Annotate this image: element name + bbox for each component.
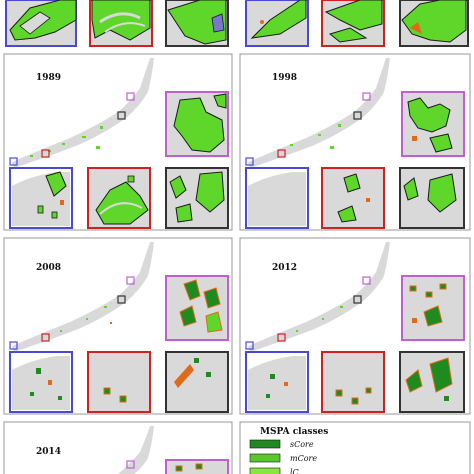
locator-purple	[126, 460, 135, 469]
inset-blue	[9, 167, 73, 229]
legend-swatch-2	[249, 467, 281, 474]
legend-label-1: mCore	[290, 454, 317, 463]
locator-purple	[362, 276, 371, 285]
panel-year-label: 2012	[272, 263, 297, 273]
locator-dark	[353, 295, 362, 304]
panel-year-label: 1989	[36, 73, 61, 83]
habitat-patches	[296, 306, 343, 332]
inset-purple	[401, 275, 465, 341]
legend-label-0: sCore	[290, 440, 314, 449]
panel-year-label: 2014	[36, 447, 61, 457]
inset-dark	[399, 167, 465, 229]
panel-2012: 2012	[239, 237, 471, 415]
inset-purple	[165, 459, 229, 474]
panel-2008: 2008	[3, 237, 233, 415]
inset-top-right-blue	[245, 0, 309, 47]
inset-purple	[165, 91, 229, 157]
inset-red	[87, 167, 151, 229]
locator-blue	[9, 157, 18, 166]
locator-dark	[117, 111, 126, 120]
inset-top-left-blue	[5, 0, 77, 47]
panel-2014: 2014	[3, 421, 233, 474]
inset-purple	[401, 91, 465, 157]
inset-dark	[165, 167, 229, 229]
legend-label-2: lC	[290, 468, 299, 474]
locator-blue	[245, 157, 254, 166]
locator-red	[41, 149, 50, 158]
coastline-island	[248, 58, 390, 168]
inset-purple	[165, 275, 229, 341]
inset-red	[87, 351, 151, 413]
coastline-island	[248, 242, 390, 352]
locator-red	[277, 149, 286, 158]
panel-top-partial	[5, 0, 469, 47]
inset-dark	[165, 351, 229, 413]
inset-top-left-dark	[165, 0, 229, 47]
panel-year-label: 2008	[36, 263, 61, 273]
inset-blue	[245, 167, 309, 229]
panel-1989: 1989	[3, 53, 233, 231]
locator-blue	[9, 341, 18, 350]
coastline-island	[118, 426, 154, 474]
legend-swatch-1	[249, 453, 281, 463]
locator-purple	[126, 92, 135, 101]
inset-top-left-red	[89, 0, 153, 47]
locator-red	[41, 333, 50, 342]
inset-top-right-dark	[399, 0, 469, 47]
inset-blue	[9, 351, 73, 413]
legend-swatch-0	[249, 439, 281, 449]
habitat-patches	[290, 124, 341, 149]
inset-dark	[399, 351, 465, 413]
locator-dark	[117, 295, 126, 304]
legend-title: MSPA classes	[260, 427, 328, 437]
inset-red	[321, 167, 385, 229]
locator-red	[277, 333, 286, 342]
locator-purple	[362, 92, 371, 101]
inset-blue	[245, 351, 309, 413]
legend: MSPA classes sCore mCore lC	[239, 421, 471, 474]
inset-red	[321, 351, 385, 413]
panel-1998: 1998	[239, 53, 471, 231]
inset-top-right-red	[321, 0, 385, 47]
locator-dark	[353, 111, 362, 120]
locator-blue	[245, 341, 254, 350]
locator-purple	[126, 276, 135, 285]
panel-year-label: 1998	[272, 73, 297, 83]
habitat-patches	[60, 306, 112, 332]
